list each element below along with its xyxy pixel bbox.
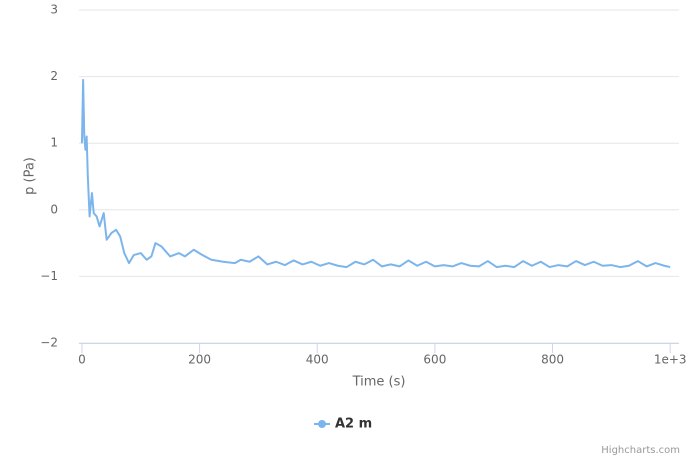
- y-tick-label: −1: [40, 269, 58, 283]
- x-tick-label: 400: [306, 353, 329, 367]
- x-tick-label: 800: [541, 353, 564, 367]
- y-tick-label: 2: [50, 69, 58, 83]
- x-axis-title: Time (s): [352, 375, 406, 390]
- x-tick-label: 600: [423, 353, 446, 367]
- y-tick-label: 1: [50, 136, 58, 150]
- x-tick-label: 1e+3: [654, 353, 687, 367]
- y-axis-title: p (Pa): [23, 157, 38, 195]
- legend-label[interactable]: A2 m: [335, 417, 372, 432]
- series-line: [80, 78, 671, 269]
- y-tick-label: 3: [50, 3, 58, 17]
- credits[interactable]: Highcharts.com: [601, 445, 680, 456]
- y-tick-label: −2: [40, 336, 58, 350]
- x-tick-label: 0: [78, 353, 86, 367]
- y-tick-label: 0: [50, 202, 58, 216]
- legend-symbol: [318, 420, 326, 428]
- x-tick-label: 200: [188, 353, 211, 367]
